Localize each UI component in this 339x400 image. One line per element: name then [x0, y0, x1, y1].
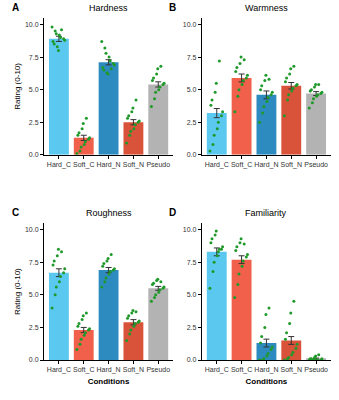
svg-text:10.0: 10.0	[183, 21, 197, 28]
svg-text:10.0: 10.0	[183, 226, 197, 233]
svg-text:0.0: 0.0	[187, 356, 197, 363]
svg-text:Rating (0-10): Rating (0-10)	[13, 268, 22, 315]
svg-text:Hard_C: Hard_C	[205, 161, 229, 169]
svg-text:Soft_C: Soft_C	[231, 366, 252, 374]
svg-text:Soft_N: Soft_N	[281, 366, 302, 374]
svg-text:Pseudo: Pseudo	[146, 161, 170, 168]
svg-text:7.5: 7.5	[29, 259, 39, 266]
svg-text:0.0: 0.0	[29, 151, 39, 158]
svg-text:Pseudo: Pseudo	[304, 161, 328, 168]
svg-text:5.0: 5.0	[29, 291, 39, 298]
svg-text:2.5: 2.5	[187, 119, 197, 126]
svg-text:Soft_N: Soft_N	[123, 366, 144, 374]
svg-text:A: A	[12, 2, 19, 13]
svg-text:Hardness: Hardness	[89, 3, 128, 13]
svg-text:Soft_C: Soft_C	[231, 161, 252, 169]
svg-text:Soft_C: Soft_C	[73, 161, 94, 169]
svg-text:Hard_C: Hard_C	[205, 366, 229, 374]
svg-text:10.0: 10.0	[25, 226, 39, 233]
svg-text:Warmness: Warmness	[245, 3, 288, 13]
svg-text:0.0: 0.0	[29, 356, 39, 363]
svg-text:Soft_C: Soft_C	[73, 366, 94, 374]
svg-text:Familiarity: Familiarity	[245, 208, 287, 218]
svg-text:D: D	[169, 207, 176, 218]
svg-text:Hard_N: Hard_N	[254, 366, 278, 374]
svg-text:Hard_N: Hard_N	[97, 161, 121, 169]
svg-text:10.0: 10.0	[25, 21, 39, 28]
svg-text:Pseudo: Pseudo	[304, 366, 328, 373]
svg-text:5.0: 5.0	[187, 291, 197, 298]
svg-text:Hard_C: Hard_C	[47, 161, 71, 169]
svg-text:Rating (0-10): Rating (0-10)	[13, 63, 22, 110]
svg-text:2.5: 2.5	[187, 324, 197, 331]
svg-text:Hard_N: Hard_N	[97, 366, 121, 374]
svg-text:7.5: 7.5	[29, 54, 39, 61]
svg-text:Soft_N: Soft_N	[123, 161, 144, 169]
svg-text:Hard_C: Hard_C	[47, 366, 71, 374]
svg-text:7.5: 7.5	[187, 259, 197, 266]
svg-text:2.5: 2.5	[29, 324, 39, 331]
svg-text:Conditions: Conditions	[88, 377, 130, 386]
svg-text:Soft_N: Soft_N	[281, 161, 302, 169]
svg-text:C: C	[12, 207, 19, 218]
svg-text:2.5: 2.5	[29, 119, 39, 126]
svg-text:0.0: 0.0	[187, 151, 197, 158]
svg-text:B: B	[169, 2, 176, 13]
svg-text:Pseudo: Pseudo	[146, 366, 170, 373]
svg-text:Hard_N: Hard_N	[254, 161, 278, 169]
svg-text:5.0: 5.0	[29, 86, 39, 93]
svg-text:Roughness: Roughness	[86, 208, 132, 218]
svg-text:5.0: 5.0	[187, 86, 197, 93]
svg-text:Conditions: Conditions	[246, 377, 288, 386]
svg-text:7.5: 7.5	[187, 54, 197, 61]
